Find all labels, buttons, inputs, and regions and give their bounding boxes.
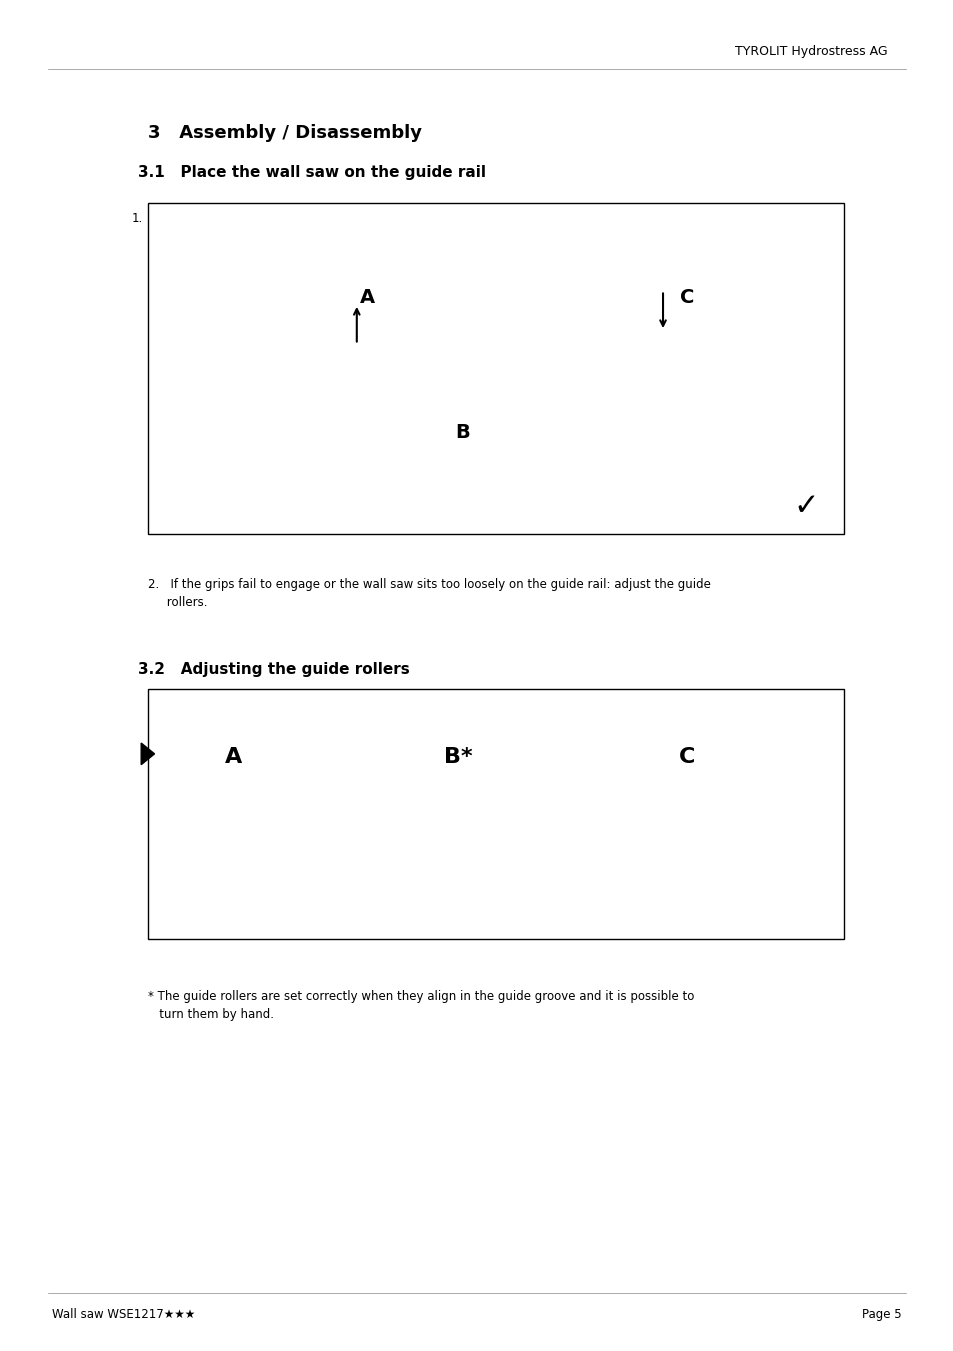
Text: C: C [678,747,695,766]
Polygon shape [141,743,154,765]
Text: 3.1   Place the wall saw on the guide rail: 3.1 Place the wall saw on the guide rail [138,165,486,180]
Text: 3.2   Adjusting the guide rollers: 3.2 Adjusting the guide rollers [138,662,410,677]
Text: TYROLIT Hydrostress AG: TYROLIT Hydrostress AG [734,45,886,58]
Text: 3   Assembly / Disassembly: 3 Assembly / Disassembly [148,124,421,142]
Text: * The guide rollers are set correctly when they align in the guide groove and it: * The guide rollers are set correctly wh… [148,990,694,1021]
Text: Page 5: Page 5 [861,1308,901,1321]
Text: 1.: 1. [132,212,143,226]
Text: A: A [225,747,242,766]
Text: B: B [455,423,470,442]
Text: C: C [679,288,694,307]
Text: A: A [359,288,375,307]
Text: ✓: ✓ [793,492,818,521]
Text: 2.   If the grips fail to engage or the wall saw sits too loosely on the guide r: 2. If the grips fail to engage or the wa… [148,578,710,609]
FancyBboxPatch shape [148,203,843,534]
Text: B*: B* [443,747,472,766]
FancyBboxPatch shape [148,689,843,939]
Text: Wall saw WSE1217★★★: Wall saw WSE1217★★★ [52,1308,195,1321]
